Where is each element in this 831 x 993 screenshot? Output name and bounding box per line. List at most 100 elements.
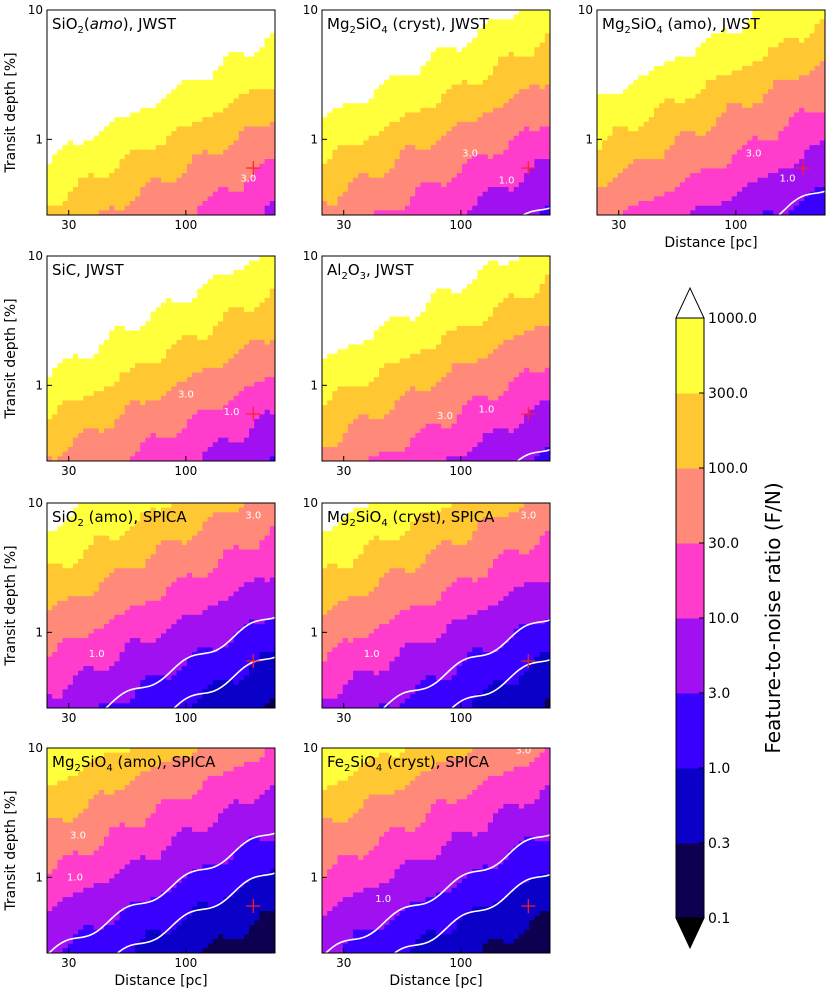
heat-cell xyxy=(83,103,90,109)
heat-cell xyxy=(181,42,188,48)
heat-cell xyxy=(534,47,541,53)
heat-cell xyxy=(202,33,209,39)
heat-cell xyxy=(711,191,717,197)
heat-cell xyxy=(436,140,442,146)
heat-cell xyxy=(176,121,183,128)
heat-cell xyxy=(493,187,499,193)
heat-cell xyxy=(664,112,671,118)
heat-cell xyxy=(57,191,64,197)
heat-cell xyxy=(685,37,691,44)
heat-cell xyxy=(129,210,136,215)
heat-cell xyxy=(384,163,390,170)
heat-cell xyxy=(166,154,172,160)
heat-cell xyxy=(67,112,74,118)
heat-cell xyxy=(150,173,157,179)
heat-cell xyxy=(622,89,629,95)
heat-cell xyxy=(721,126,728,132)
heat-cell xyxy=(674,42,681,48)
heat-cell xyxy=(119,131,126,137)
heat-cell xyxy=(327,201,333,207)
heat-cell xyxy=(482,145,489,151)
heat-cell xyxy=(93,117,100,123)
heat-cell xyxy=(327,154,333,160)
heat-cell xyxy=(197,89,204,95)
heat-cell xyxy=(228,205,235,211)
heat-cell xyxy=(700,145,707,151)
heat-cell xyxy=(648,112,655,118)
heat-cell xyxy=(534,19,541,25)
heat-cell xyxy=(114,14,121,20)
heat-cell xyxy=(633,117,640,123)
heat-cell xyxy=(202,196,209,202)
heat-cell xyxy=(192,47,198,53)
heat-cell xyxy=(539,112,546,118)
heat-cell xyxy=(57,19,64,25)
heat-cell xyxy=(487,61,494,67)
heat-cell xyxy=(72,61,79,67)
heat-cell xyxy=(597,61,603,67)
heat-cell xyxy=(425,75,432,81)
heat-cell xyxy=(207,182,214,188)
heat-cell xyxy=(456,79,463,86)
heat-cell xyxy=(155,140,162,146)
heat-cell xyxy=(202,79,209,86)
heat-cell xyxy=(410,79,416,86)
heat-cell xyxy=(254,149,261,156)
heat-cell xyxy=(508,103,515,109)
heat-cell xyxy=(472,37,479,44)
heat-cell xyxy=(119,51,126,58)
heat-cell xyxy=(238,168,245,174)
heat-cell xyxy=(192,168,198,174)
heat-cell xyxy=(332,70,339,76)
heat-cell xyxy=(368,140,375,146)
heat-cell xyxy=(114,61,121,67)
heat-cell xyxy=(404,47,411,53)
heat-cell xyxy=(207,103,214,109)
heat-cell xyxy=(114,135,121,142)
heat-cell xyxy=(524,168,530,174)
heat-cell xyxy=(223,42,229,48)
heat-cell xyxy=(436,65,442,72)
heat-cell xyxy=(410,201,416,207)
heat-cell xyxy=(472,159,479,165)
heat-cell xyxy=(176,37,183,44)
heat-cell xyxy=(679,79,686,86)
heat-cell xyxy=(695,145,702,151)
heat-cell xyxy=(353,126,359,132)
heat-cell xyxy=(679,51,686,58)
heat-cell xyxy=(524,107,530,114)
heat-cell xyxy=(482,196,489,202)
heat-cell xyxy=(124,42,131,48)
heat-cell xyxy=(705,37,712,44)
heat-cell xyxy=(135,159,141,165)
heat-cell xyxy=(93,75,100,81)
heat-cell xyxy=(88,187,95,193)
heat-cell xyxy=(425,70,432,76)
heat-cell xyxy=(472,103,479,109)
heat-cell xyxy=(259,93,266,100)
heat-cell xyxy=(379,196,385,202)
heat-cell xyxy=(176,168,183,174)
heat-cell xyxy=(669,145,676,151)
heat-cell xyxy=(363,145,370,151)
heat-cell xyxy=(664,154,671,160)
heat-cell xyxy=(498,173,504,179)
heat-cell xyxy=(363,33,370,39)
heat-cell xyxy=(451,103,458,109)
heat-cell xyxy=(358,75,365,81)
heat-cell xyxy=(62,135,69,142)
heat-cell xyxy=(161,51,167,58)
heat-cell xyxy=(597,84,603,90)
heat-cell xyxy=(171,79,178,86)
heat-cell xyxy=(716,135,722,142)
heat-cell xyxy=(373,107,380,114)
heat-cell xyxy=(394,112,401,118)
heat-cell xyxy=(197,117,204,123)
heat-cell xyxy=(181,140,188,146)
heat-cell xyxy=(176,10,183,16)
heat-cell xyxy=(436,14,442,20)
heat-cell xyxy=(98,121,105,128)
heat-cell xyxy=(57,75,64,81)
heat-cell xyxy=(52,168,58,174)
heat-cell xyxy=(192,37,198,44)
